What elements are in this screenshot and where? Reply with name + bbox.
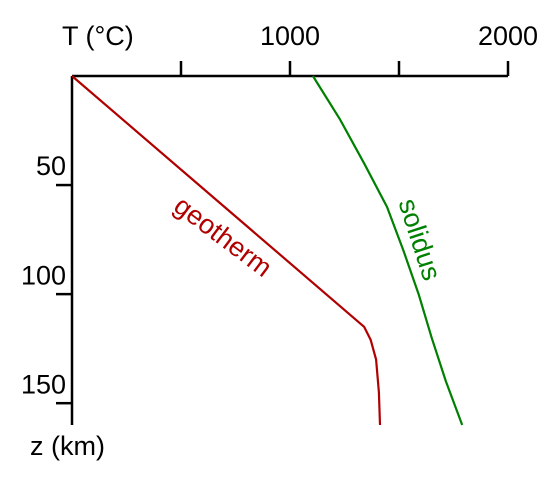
series-label: solidus xyxy=(393,195,448,284)
x-tick-label: 2000 xyxy=(478,21,538,51)
x-axis-label: T (°C) xyxy=(62,21,134,51)
x-tick-label: 1000 xyxy=(260,21,320,51)
series-label: geotherm xyxy=(169,190,278,283)
series-line xyxy=(311,75,464,426)
y-tick-label: 100 xyxy=(21,260,66,290)
y-tick-label: 150 xyxy=(21,369,66,399)
y-axis-label: z (km) xyxy=(30,431,105,461)
series-line xyxy=(71,75,382,426)
y-tick-label: 50 xyxy=(36,151,66,181)
